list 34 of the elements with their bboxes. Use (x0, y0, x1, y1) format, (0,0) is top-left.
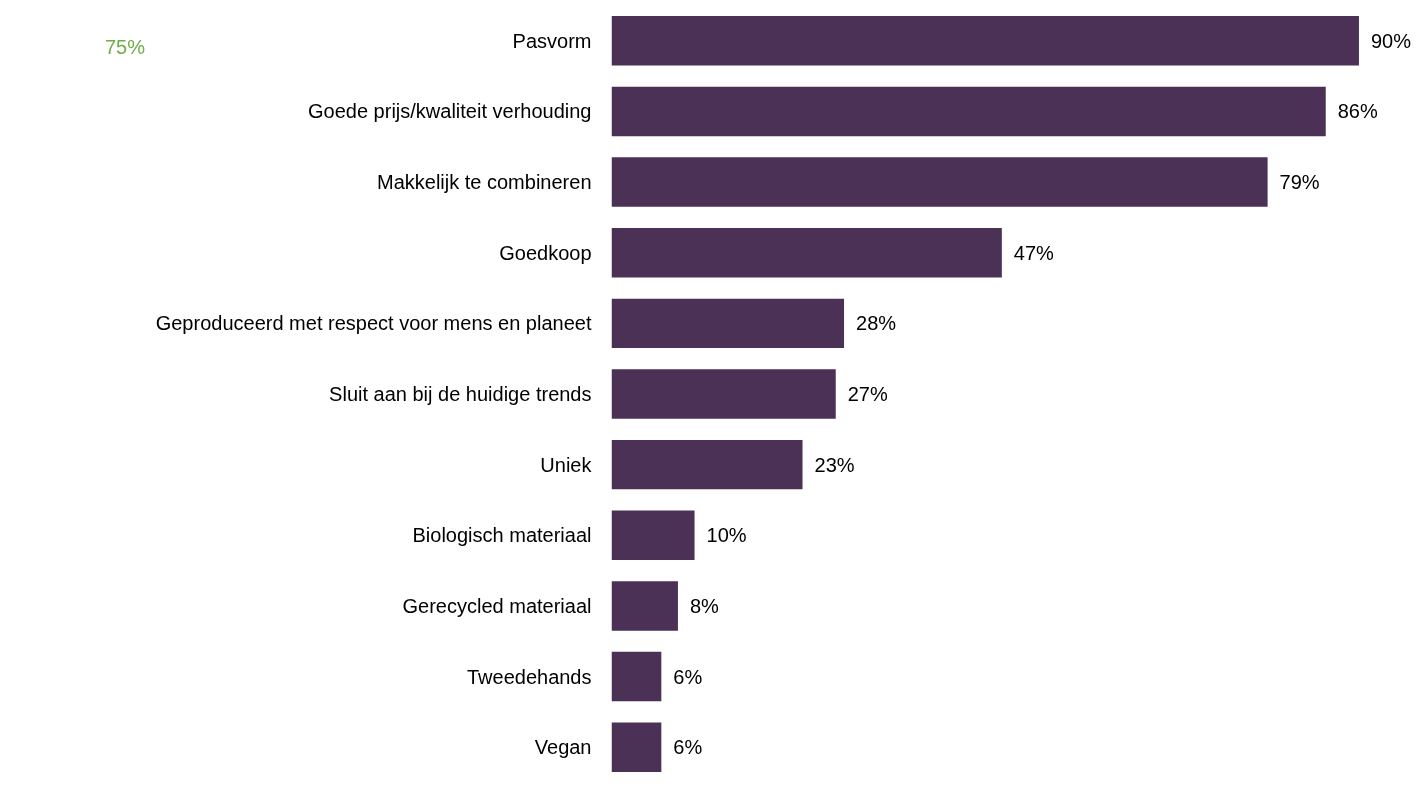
data-label: 47% (1013, 241, 1055, 264)
data-label: 79% (1279, 171, 1320, 194)
y-tick-label: Goedkoop (499, 241, 592, 264)
bar (611, 228, 1002, 278)
y-tick-label: Pasvorm (512, 29, 592, 52)
data-label: 10% (706, 524, 747, 547)
data-label: 23% (814, 453, 855, 476)
y-tick-label: Uniek (540, 453, 593, 476)
bar (611, 581, 678, 631)
y-tick-label: Tweedehands (466, 665, 592, 688)
data-label: 8% (689, 594, 720, 617)
bar (611, 298, 845, 349)
y-tick-label: Vegan (534, 736, 592, 759)
bar (611, 510, 695, 560)
text: 75% (105, 35, 146, 60)
data-label: 90% (1370, 29, 1412, 52)
bar (611, 86, 1326, 137)
y-tick-label: Biologisch materiaal (412, 524, 592, 547)
y-tick-label: Goede prijs/kwaliteit verhouding (308, 100, 592, 123)
data-label: 86% (1337, 100, 1378, 123)
y-tick-label: Sluit aan bij de huidige trends (329, 383, 592, 405)
bar (611, 157, 1268, 207)
data-label: 6% (673, 665, 703, 688)
y-tick-label: Gerecycled materiaal (402, 594, 592, 617)
bar (611, 16, 1359, 66)
y-tick-label: Geproduceerd met respect voor mens en planeet (155, 312, 592, 335)
data-label: 6% (673, 736, 703, 759)
data-label: 28% (856, 312, 897, 335)
bar (611, 369, 836, 419)
bar (611, 439, 803, 490)
bar (611, 651, 662, 702)
y-tick-label: Makkelijk te combineren (376, 171, 592, 194)
bar (611, 722, 662, 772)
data-label: 27% (847, 383, 888, 405)
